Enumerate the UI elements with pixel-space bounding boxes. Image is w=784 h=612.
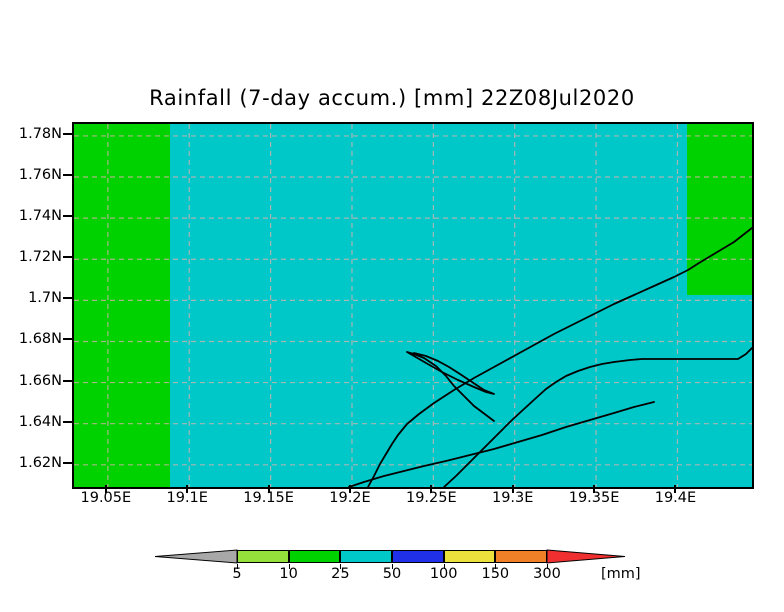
colorbar-segment bbox=[495, 550, 547, 563]
y-tick-label: 1.78N bbox=[18, 125, 62, 142]
map-plot-area[interactable] bbox=[72, 122, 754, 489]
rainfall-cell-northeast-block bbox=[686, 124, 752, 296]
x-tick-label: 19.4E bbox=[654, 490, 697, 506]
y-tick-mark bbox=[63, 420, 72, 423]
colorbar-unit-label: [mm] bbox=[601, 566, 641, 582]
page-title: Rainfall (7-day accum.) [mm] 22Z08Jul202… bbox=[149, 86, 635, 110]
rainfall-cell-central-basin bbox=[170, 124, 687, 487]
x-tick-label: 19.2E bbox=[329, 490, 371, 506]
colorbar-tick-label: 300 bbox=[533, 566, 561, 582]
coastline-south-branch bbox=[348, 401, 655, 487]
x-tick-label: 19.15E bbox=[243, 490, 294, 506]
x-tick-mark bbox=[593, 485, 596, 493]
y-tick-label: 1.7N bbox=[28, 290, 62, 307]
colorbar-segment bbox=[340, 550, 392, 563]
x-tick-label: 19.3E bbox=[491, 490, 534, 506]
y-tick-label: 1.68N bbox=[18, 331, 62, 348]
gridline-layer bbox=[74, 124, 752, 487]
y-tick-mark bbox=[63, 174, 72, 177]
colorbar-segment bbox=[392, 550, 444, 563]
x-tick-mark bbox=[267, 485, 270, 493]
colorbar-tick-mark bbox=[237, 564, 238, 569]
colorbar-tick-label: 10 bbox=[279, 566, 298, 582]
colorbar-tick-mark bbox=[443, 564, 445, 569]
y-tick-mark bbox=[63, 215, 72, 218]
colorbar-segment bbox=[237, 550, 289, 563]
x-tick-mark bbox=[674, 485, 677, 493]
rainfall-cell-west-strip bbox=[74, 124, 171, 487]
colorbar-underflow-arrow bbox=[155, 549, 238, 564]
y-tick-mark bbox=[63, 379, 72, 382]
x-tick-mark bbox=[511, 485, 514, 493]
colorbar-tick-mark bbox=[547, 564, 548, 569]
x-tick-label: 19.35E bbox=[568, 490, 620, 506]
colorbar-tick-label: 50 bbox=[382, 566, 402, 582]
x-tick-mark bbox=[430, 485, 433, 493]
map-plot-inner bbox=[74, 124, 752, 487]
y-tick-label: 1.66N bbox=[18, 372, 62, 389]
colorbar-tick-label: 5 bbox=[232, 566, 242, 582]
coastline-inlet bbox=[406, 351, 495, 422]
colorbar-tick-label: 25 bbox=[331, 566, 350, 582]
x-tick-label: 19.25E bbox=[405, 490, 457, 506]
x-tick-mark bbox=[186, 485, 189, 493]
y-tick-mark bbox=[63, 461, 72, 464]
colorbar-tick-mark bbox=[288, 564, 290, 569]
colorbar-segment bbox=[288, 550, 341, 563]
y-tick-mark bbox=[63, 256, 72, 259]
y-tick-label: 1.72N bbox=[18, 249, 62, 266]
rainfall-cell-east-strip-lower bbox=[686, 295, 752, 487]
y-tick-label: 1.76N bbox=[18, 167, 62, 184]
y-tick-label: 1.62N bbox=[18, 454, 62, 471]
colorbar-tick-mark bbox=[495, 564, 497, 569]
coastline-layer bbox=[348, 227, 752, 487]
colorbar-tick-mark bbox=[340, 564, 342, 569]
x-tick-label: 19.1E bbox=[166, 490, 208, 506]
y-tick-label: 1.64N bbox=[18, 413, 62, 430]
colorbar-tick-label: 150 bbox=[481, 566, 510, 582]
y-tick-mark bbox=[63, 132, 72, 135]
colorbar-tick-mark bbox=[392, 564, 393, 569]
y-tick-label: 1.74N bbox=[18, 208, 62, 225]
colorbar-bar bbox=[155, 548, 627, 565]
x-tick-mark bbox=[348, 485, 351, 493]
colorbar-segment bbox=[443, 550, 496, 563]
colorbar-overflow-arrow bbox=[546, 549, 626, 564]
coastline-north bbox=[367, 227, 752, 487]
colorbar-legend: 5 10 25 50 100 150 300 [mm] bbox=[155, 548, 641, 582]
coastline-south bbox=[443, 347, 752, 487]
x-tick-mark bbox=[104, 485, 107, 493]
x-tick-label: 19.05E bbox=[80, 490, 132, 506]
colorbar-tick-label: 100 bbox=[429, 566, 458, 582]
y-tick-mark bbox=[63, 338, 72, 341]
y-tick-mark bbox=[63, 297, 72, 300]
